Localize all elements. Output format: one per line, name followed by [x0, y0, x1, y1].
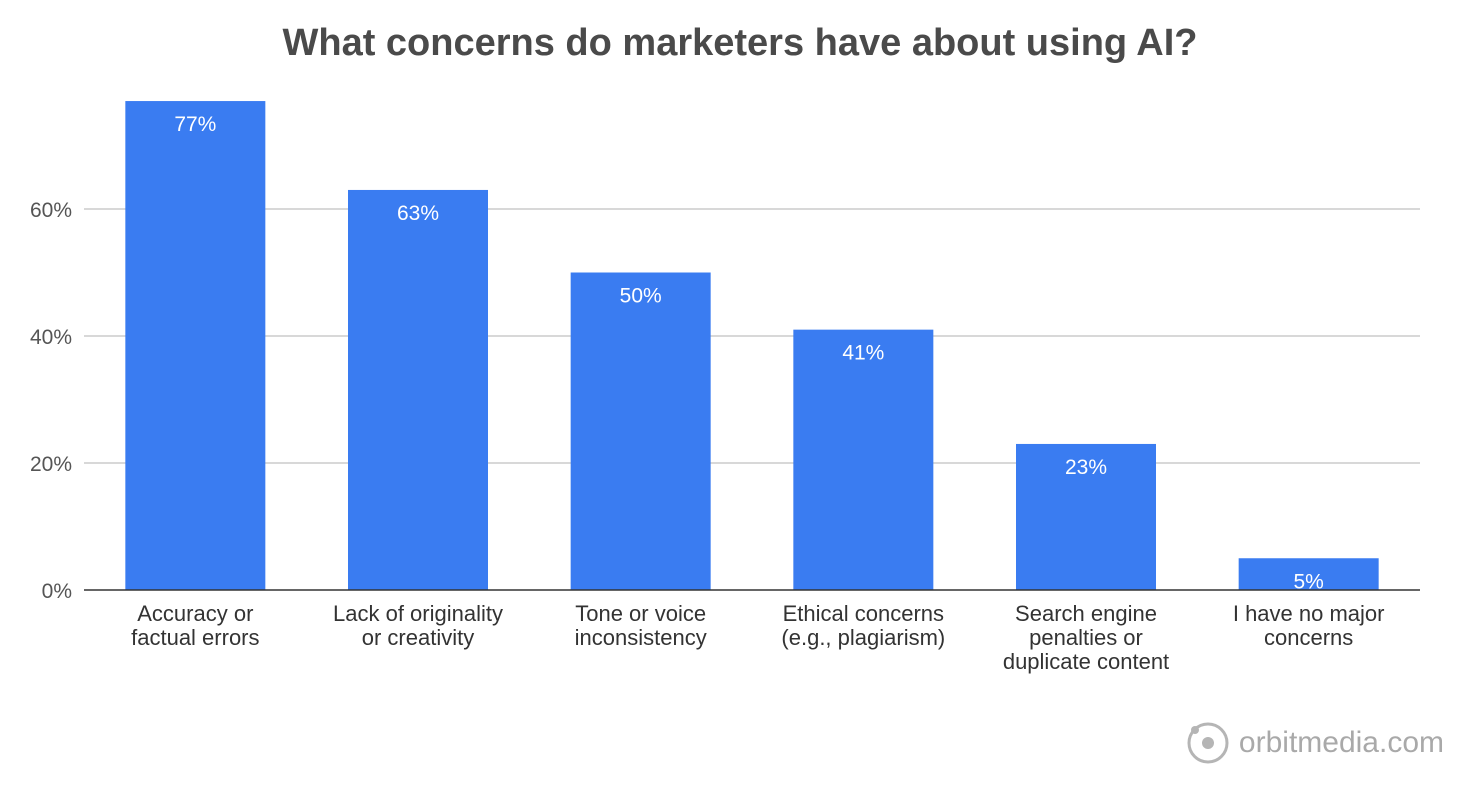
- x-category-label: Tone or voice inconsistency: [575, 601, 707, 650]
- bar-value-label: 5%: [1293, 570, 1323, 593]
- bar-value-label: 23%: [1065, 456, 1107, 479]
- bar-value-label: 50%: [620, 285, 662, 308]
- y-tick-label: 40%: [30, 326, 72, 349]
- bar-value-label: 77%: [174, 113, 216, 136]
- x-axis-labels: Accuracy or factual errors Lack of origina…: [131, 601, 1384, 674]
- y-tick-label: 20%: [30, 453, 72, 476]
- bar-value-label: 41%: [842, 342, 884, 365]
- value-labels: 77% 63% 50% 41% 23% 5%: [174, 113, 1324, 593]
- x-category-label: Lack of originality or creativity: [333, 601, 503, 650]
- x-category-label: Search engine penalties or duplicate conte…: [1003, 601, 1169, 674]
- bar: [1238, 558, 1379, 590]
- bar: [570, 272, 711, 590]
- x-category-label: I have no major concerns: [1233, 601, 1385, 650]
- orbit-icon: [1187, 722, 1229, 764]
- bar: [1016, 443, 1156, 590]
- watermark-text: orbitmedia.com: [1238, 726, 1444, 759]
- y-axis-ticks: 0% 20% 40% 60%: [30, 199, 72, 603]
- watermark: orbitmedia.com: [1185, 720, 1444, 766]
- y-tick-label: 60%: [30, 199, 72, 222]
- bar: [348, 189, 488, 590]
- x-category-label: Ethical concerns (e.g., plagiarism): [781, 601, 945, 650]
- bar: [793, 329, 934, 590]
- chart-title: What concerns do marketers have about us…: [282, 22, 1198, 64]
- bar: [125, 101, 266, 591]
- gridlines: [84, 208, 1420, 464]
- y-tick-label: 0%: [42, 580, 72, 603]
- bars: [125, 101, 1379, 591]
- x-category-label: Accuracy or factual errors: [131, 601, 259, 650]
- bar-value-label: 63%: [397, 202, 439, 225]
